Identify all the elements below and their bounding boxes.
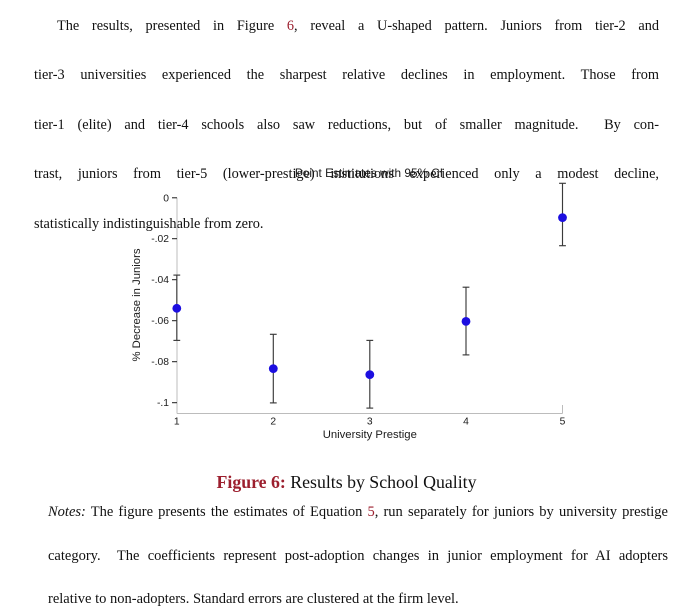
svg-text:0: 0: [163, 193, 169, 204]
svg-text:Point Estimates with 95% CI: Point Estimates with 95% CI: [295, 166, 443, 180]
svg-text:1: 1: [174, 417, 180, 428]
svg-text:-.04: -.04: [151, 275, 169, 286]
svg-text:5: 5: [560, 417, 566, 428]
svg-text:-.06: -.06: [151, 316, 169, 327]
svg-text:-.08: -.08: [151, 357, 169, 368]
svg-text:3: 3: [367, 417, 373, 428]
svg-text:% Decrease in Juniors: % Decrease in Juniors: [131, 248, 143, 361]
svg-text:2: 2: [270, 417, 276, 428]
svg-text:University Prestige: University Prestige: [323, 429, 417, 441]
svg-text:4: 4: [463, 417, 469, 428]
svg-text:-.02: -.02: [151, 234, 169, 245]
svg-text:-.1: -.1: [157, 398, 169, 409]
